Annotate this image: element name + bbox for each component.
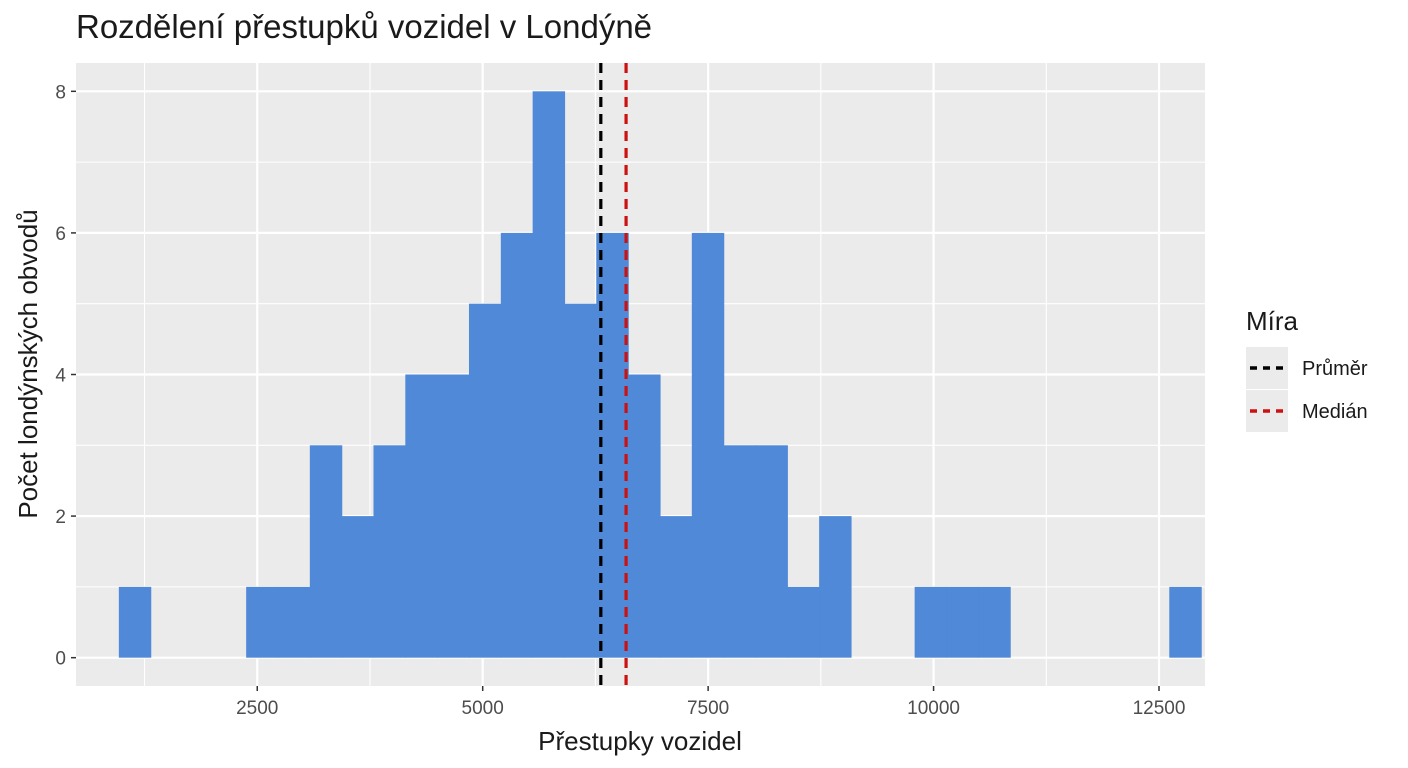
y-tick-label: 0	[55, 649, 66, 670]
y-axis: 0 2 4 6 8	[55, 82, 76, 670]
y-tick-label: 6	[55, 224, 66, 245]
histogram-bar	[755, 445, 788, 658]
histogram-bar	[341, 516, 375, 658]
y-tick-label: 2	[55, 507, 66, 528]
y-tick-label: 4	[55, 366, 66, 387]
bars	[118, 91, 1202, 658]
legend-title: Míra	[1246, 306, 1299, 336]
legend: Míra Průměr Medián	[1246, 306, 1368, 432]
chart-title: Rozdělení přestupků vozidel v Londýně	[76, 8, 653, 45]
y-tick-label: 8	[55, 82, 66, 103]
histogram-bar	[659, 516, 693, 658]
reference-lines	[599, 63, 628, 686]
histogram-bar	[500, 232, 534, 658]
x-tick-label: 12500	[1133, 698, 1186, 719]
histogram-bar	[723, 445, 757, 658]
x-tick-label: 10000	[907, 698, 960, 719]
histogram-bar	[946, 586, 979, 658]
legend-label-median: Medián	[1302, 401, 1368, 423]
histogram-bar	[246, 586, 279, 658]
x-axis-title: Přestupky vozidel	[538, 726, 742, 756]
histogram-bar	[1169, 586, 1202, 658]
histogram-bar	[914, 586, 948, 658]
histogram-bar	[118, 586, 152, 658]
histogram-bar	[437, 374, 470, 658]
histogram-bar	[628, 374, 661, 658]
histogram-bar	[309, 445, 343, 658]
x-tick-label: 7500	[687, 698, 729, 719]
legend-label-mean: Průměr	[1302, 358, 1368, 380]
histogram-bar	[691, 232, 725, 658]
y-axis-title: Počet londýnských obvodů	[13, 209, 43, 518]
histogram-bar	[468, 303, 502, 658]
x-axis: 2500 5000 7500 10000 12500	[236, 686, 1185, 719]
histogram-bar	[277, 586, 311, 658]
histogram-bar	[819, 516, 852, 658]
x-tick-label: 2500	[236, 698, 278, 719]
histogram-bar	[532, 91, 566, 658]
x-tick-label: 5000	[462, 698, 504, 719]
histogram-bar	[564, 303, 597, 658]
histogram-bar	[787, 586, 820, 658]
histogram-bar	[405, 374, 438, 658]
histogram-bar	[978, 586, 1011, 658]
histogram-bar	[373, 445, 406, 658]
